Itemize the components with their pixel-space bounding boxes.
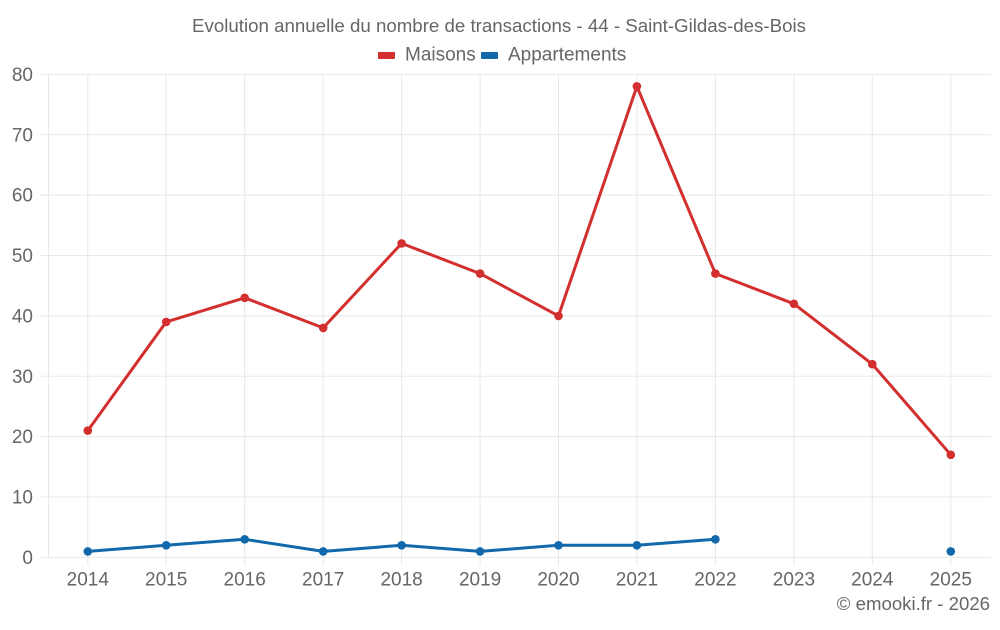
svg-text:2017: 2017 bbox=[302, 570, 344, 591]
svg-text:30: 30 bbox=[12, 367, 33, 388]
svg-text:2018: 2018 bbox=[380, 570, 422, 591]
svg-text:80: 80 bbox=[12, 65, 33, 86]
svg-text:2016: 2016 bbox=[224, 570, 266, 591]
svg-text:20: 20 bbox=[12, 427, 33, 448]
svg-text:40: 40 bbox=[12, 307, 33, 328]
svg-text:Evolution annuelle du nombre d: Evolution annuelle du nombre de transact… bbox=[192, 15, 806, 36]
svg-text:Maisons: Maisons bbox=[405, 45, 476, 66]
svg-text:60: 60 bbox=[12, 186, 33, 207]
svg-text:2021: 2021 bbox=[616, 570, 658, 591]
svg-text:2024: 2024 bbox=[851, 570, 894, 591]
svg-text:2014: 2014 bbox=[67, 570, 110, 591]
svg-text:50: 50 bbox=[12, 246, 33, 267]
svg-text:Appartements: Appartements bbox=[508, 45, 626, 66]
svg-text:2023: 2023 bbox=[773, 570, 815, 591]
svg-text:2020: 2020 bbox=[537, 570, 579, 591]
svg-text:10: 10 bbox=[12, 488, 33, 509]
svg-text:2025: 2025 bbox=[930, 570, 972, 591]
svg-text:2022: 2022 bbox=[694, 570, 736, 591]
svg-text:2015: 2015 bbox=[145, 570, 187, 591]
svg-text:0: 0 bbox=[22, 548, 33, 569]
svg-text:2019: 2019 bbox=[459, 570, 501, 591]
svg-text:© emooki.fr - 2026: © emooki.fr - 2026 bbox=[837, 593, 990, 614]
svg-text:70: 70 bbox=[12, 125, 33, 146]
